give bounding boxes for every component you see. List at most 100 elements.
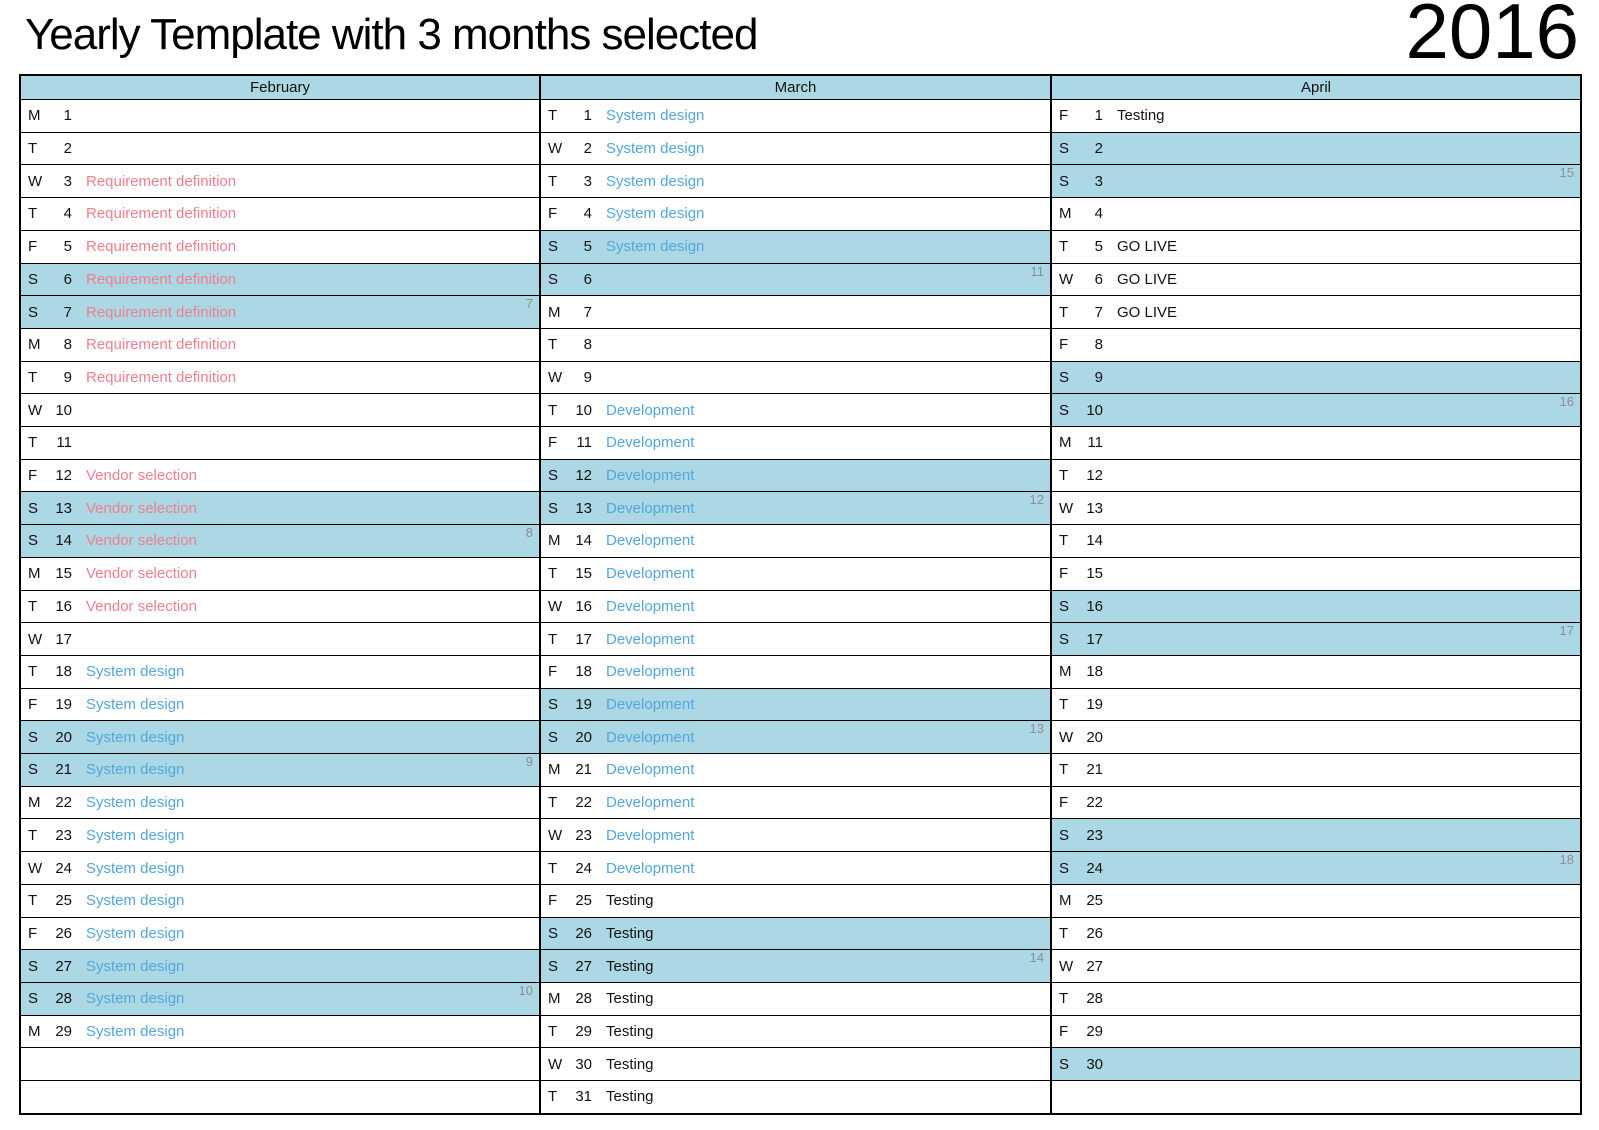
day-number: 11 bbox=[56, 434, 72, 452]
day-row: F 29 bbox=[1052, 1016, 1580, 1049]
day-row: F 26 System design bbox=[21, 918, 539, 951]
day-number: 9 bbox=[1094, 368, 1103, 386]
day-event-label: Development bbox=[606, 761, 695, 779]
day-row: S 27 System design bbox=[21, 950, 539, 983]
day-row: F 1 Testing bbox=[1052, 100, 1580, 133]
day-letter: S bbox=[548, 924, 559, 942]
day-event-label: System design bbox=[606, 238, 705, 256]
day-row: W 9 bbox=[541, 362, 1050, 395]
day-letter: M bbox=[28, 1023, 41, 1041]
day-number: 25 bbox=[55, 892, 72, 910]
day-event-label: Testing bbox=[606, 957, 654, 975]
day-row: F 18 Development bbox=[541, 656, 1050, 689]
day-row: S 24 18 bbox=[1052, 852, 1580, 885]
day-row: F 15 bbox=[1052, 558, 1580, 591]
day-event-label: Development bbox=[606, 696, 695, 713]
day-number: 24 bbox=[55, 859, 72, 877]
month-name-label: April bbox=[1300, 79, 1331, 96]
day-letter: W bbox=[28, 401, 43, 419]
day-letter: M bbox=[1059, 434, 1072, 452]
day-event-label: System design bbox=[606, 205, 705, 223]
day-row: M 29 System design bbox=[21, 1016, 539, 1049]
day-number: 4 bbox=[63, 205, 72, 223]
day-letter: T bbox=[28, 205, 38, 223]
day-row: S 14 Vendor selection 8 bbox=[21, 525, 539, 558]
month-column: March T 1 System design W 2 System desig… bbox=[541, 76, 1052, 1113]
day-letter: S bbox=[28, 957, 39, 975]
day-letter: T bbox=[548, 172, 558, 190]
month-header: March bbox=[541, 76, 1050, 100]
day-row: S 7 Requirement definition 7 bbox=[21, 296, 539, 329]
day-row: W 23 Development bbox=[541, 819, 1050, 853]
week-number: 14 bbox=[1029, 950, 1044, 966]
day-number: 23 bbox=[575, 826, 592, 844]
day-letter: W bbox=[548, 140, 563, 158]
day-number: 27 bbox=[575, 957, 592, 975]
day-letter: S bbox=[548, 696, 559, 713]
day-event-label: GO LIVE bbox=[1117, 270, 1178, 288]
day-letter: F bbox=[1059, 107, 1069, 125]
day-event-label: System design bbox=[606, 140, 705, 158]
day-row: S 21 System design 9 bbox=[21, 754, 539, 787]
day-row: T 31 Testing bbox=[541, 1081, 1050, 1113]
day-number: 10 bbox=[1086, 401, 1103, 419]
day-number: 17 bbox=[575, 630, 592, 648]
day-letter: W bbox=[548, 1055, 563, 1073]
day-row: F 8 bbox=[1052, 329, 1580, 362]
day-letter: S bbox=[1059, 859, 1070, 877]
day-number: 7 bbox=[1094, 303, 1103, 321]
day-letter: S bbox=[28, 728, 39, 746]
day-number: 22 bbox=[55, 794, 72, 812]
day-row: S 20 Development 13 bbox=[541, 721, 1050, 755]
day-letter: S bbox=[28, 761, 39, 779]
day-event-label: System design bbox=[86, 826, 185, 844]
day-letter: T bbox=[548, 565, 558, 583]
day-event-label: GO LIVE bbox=[1117, 238, 1178, 256]
day-number: 21 bbox=[575, 761, 592, 779]
day-event-label: Requirement definition bbox=[86, 172, 237, 190]
day-letter: T bbox=[1059, 303, 1069, 321]
day-number: 12 bbox=[575, 467, 592, 485]
day-row: T 17 Development bbox=[541, 623, 1050, 656]
day-number: 4 bbox=[1094, 205, 1103, 223]
day-row: S 30 bbox=[1052, 1048, 1580, 1082]
day-number: 1 bbox=[583, 107, 592, 125]
day-row: W 24 System design bbox=[21, 852, 539, 885]
day-letter: T bbox=[1059, 532, 1069, 550]
day-event-label: Testing bbox=[606, 892, 654, 910]
day-letter: F bbox=[28, 238, 38, 256]
day-row: W 27 bbox=[1052, 950, 1580, 983]
day-letter: W bbox=[548, 597, 563, 615]
day-row: W 13 bbox=[1052, 492, 1580, 526]
day-number: 14 bbox=[575, 532, 592, 550]
day-row bbox=[21, 1048, 539, 1082]
day-number: 8 bbox=[1094, 336, 1103, 354]
day-number: 22 bbox=[575, 794, 592, 812]
day-number: 28 bbox=[575, 990, 592, 1008]
day-letter: F bbox=[1059, 565, 1069, 583]
day-letter: F bbox=[548, 663, 558, 681]
day-row: M 7 bbox=[541, 296, 1050, 329]
day-number: 6 bbox=[583, 270, 592, 288]
day-row: F 5 Requirement definition bbox=[21, 231, 539, 264]
day-row: S 16 bbox=[1052, 590, 1580, 624]
day-number: 15 bbox=[55, 565, 72, 583]
day-number: 13 bbox=[55, 499, 72, 517]
day-row: S 13 Vendor selection bbox=[21, 492, 539, 526]
day-number: 14 bbox=[55, 532, 72, 550]
day-number: 15 bbox=[1086, 565, 1103, 583]
day-event-label: System design bbox=[606, 172, 705, 190]
day-row: F 22 bbox=[1052, 787, 1580, 820]
day-event-label: System design bbox=[86, 696, 185, 713]
day-number: 29 bbox=[55, 1023, 72, 1041]
day-letter: S bbox=[1059, 172, 1070, 190]
day-event-label: Vendor selection bbox=[86, 499, 197, 517]
day-event-label: Development bbox=[606, 532, 695, 550]
day-letter: M bbox=[548, 303, 561, 321]
day-event-label: Development bbox=[606, 794, 695, 812]
day-letter: S bbox=[1059, 368, 1070, 386]
day-number: 20 bbox=[1086, 728, 1103, 746]
day-row: W 20 bbox=[1052, 721, 1580, 755]
day-number: 2 bbox=[583, 140, 592, 158]
day-event-label: System design bbox=[86, 924, 185, 942]
